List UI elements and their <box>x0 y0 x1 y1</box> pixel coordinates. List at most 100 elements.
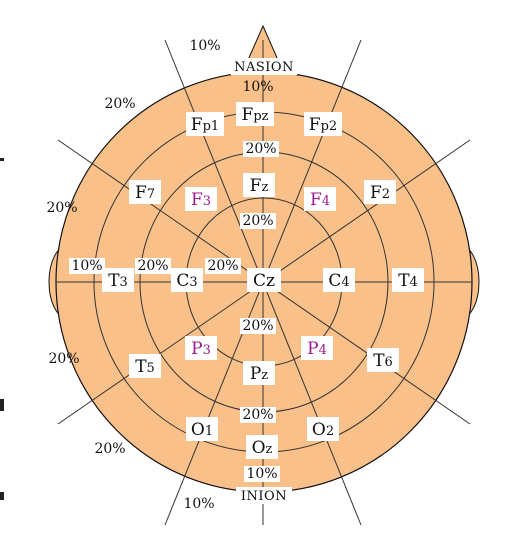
electrode-fp2: Fp2 <box>309 115 337 135</box>
pct-pz-oz-20-box <box>240 407 276 423</box>
electrode-t6-box <box>367 348 399 372</box>
electrode-p4-letter: P <box>307 339 318 359</box>
electrode-o2-index: 2 <box>326 424 334 439</box>
pct-pz-oz-20: 20% <box>242 407 273 423</box>
electrode-f7: F7 <box>135 183 155 203</box>
electrode-p3-index: 3 <box>203 343 211 358</box>
electrode-pz-index: z <box>261 368 268 383</box>
electrode-o1-index: 1 <box>205 424 213 439</box>
pct-fz-cz-20: 20% <box>242 213 273 229</box>
electrode-oz-letter: O <box>252 438 266 458</box>
pct-fpz-fz-20-box <box>243 141 279 157</box>
pct-cz-pz-20: 20% <box>242 318 273 334</box>
pct-t3-10-box <box>69 258 105 274</box>
electrode-p4: P4 <box>307 339 327 359</box>
electrode-fp1: Fp1 <box>191 115 219 135</box>
electrode-fz-box <box>243 173 275 197</box>
electrode-f3-letter: F <box>191 190 203 210</box>
pct-t3-10: 10% <box>71 258 102 274</box>
electrode-p4-box <box>301 336 333 360</box>
electrode-f4-letter: F <box>310 190 322 210</box>
electrode-p4-index: 4 <box>319 343 327 358</box>
electrode-f4: F4 <box>310 190 330 210</box>
electrode-c3-index: 3 <box>189 275 197 290</box>
pct-t3-c3-20: 20% <box>137 258 168 274</box>
pct-lower-left-20: 20% <box>48 351 79 367</box>
pct-top-left-10: 10% <box>189 38 220 54</box>
electrode-f3: F3 <box>191 190 211 210</box>
pct-fz-cz-20-box <box>240 213 276 229</box>
electrode-f4-box <box>304 187 336 211</box>
electrode-fp2-box <box>304 112 342 136</box>
electrode-t4-box <box>392 268 424 292</box>
electrode-c3: C3 <box>176 271 197 291</box>
electrode-fp2-letter: F <box>309 115 321 135</box>
electrode-fp1-box <box>186 112 224 136</box>
inion-label-box <box>236 487 292 504</box>
electrode-f8: F2 <box>370 183 390 203</box>
electrode-c4: C4 <box>328 271 349 291</box>
electrode-fpz-box <box>236 102 274 126</box>
electrode-f7-box <box>129 180 161 204</box>
electrode-c4-letter: C <box>328 271 341 291</box>
pct-t3-c3-20-box <box>135 258 171 274</box>
electrode-t4-letter: T <box>398 271 410 291</box>
electrode-t3-box <box>102 268 134 292</box>
pct-c3-cz-20: 20% <box>207 258 238 274</box>
electrode-t4-index: 4 <box>410 275 418 290</box>
electrode-f3-index: 3 <box>203 194 211 209</box>
electrode-t5-box <box>129 354 161 378</box>
edge-artifact-1 <box>0 158 4 161</box>
electrode-p3-letter: P <box>191 339 202 359</box>
electrode-fp1-index: p1 <box>203 119 220 134</box>
electrode-pz-letter: P <box>250 364 261 384</box>
electrode-o2-box <box>307 417 339 441</box>
pct-inion-10-box <box>244 466 280 482</box>
electrode-t6-letter: T <box>373 351 385 371</box>
edge-artifact-3 <box>0 492 4 500</box>
electrode-fz-letter: F <box>250 176 262 196</box>
electrode-t5: T5 <box>135 357 155 377</box>
pct-inion-10: 10% <box>246 466 277 482</box>
electrode-cz-box <box>247 268 281 292</box>
pct-bottom-left-10: 10% <box>183 496 214 512</box>
electrode-c3-letter: C <box>176 271 189 291</box>
electrode-cz: Cz <box>253 271 275 291</box>
electrode-t3: T3 <box>108 271 128 291</box>
pct-fpz-fz-20: 20% <box>245 141 276 157</box>
electrode-fz-index: z <box>261 180 268 195</box>
electrode-oz: Oz <box>252 438 273 458</box>
nasion-label: NASION <box>234 60 294 75</box>
electrode-t6: T6 <box>373 351 393 371</box>
pct-c3-cz-20-box <box>205 258 241 274</box>
electrode-c4-index: 4 <box>341 275 349 290</box>
electrode-t5-letter: T <box>135 357 147 377</box>
pct-nasion-10: 10% <box>242 79 273 95</box>
electrode-f8-letter: F <box>370 183 382 203</box>
electrode-p3-box <box>185 336 217 360</box>
electrode-o1: O1 <box>191 420 213 440</box>
electrode-oz-index: z <box>266 442 273 457</box>
electrode-o1-box <box>186 417 218 441</box>
electrode-f4-index: 4 <box>322 194 330 209</box>
electrode-o1-letter: O <box>191 420 205 440</box>
electrode-o2: O2 <box>312 420 334 440</box>
inion-label: INION <box>241 489 287 504</box>
electrode-t5-index: 5 <box>147 361 155 376</box>
electrode-t6-index: 6 <box>385 355 393 370</box>
electrode-fz: Fz <box>250 176 269 196</box>
electrode-pz-box <box>243 361 275 385</box>
electrode-t4: T4 <box>398 271 418 291</box>
electrode-f8-index: 2 <box>382 187 390 202</box>
pct-upper-left-20: 20% <box>104 96 135 112</box>
electrode-c4-box <box>323 268 355 292</box>
electrode-o2-letter: O <box>312 420 326 440</box>
electrode-f7-letter: F <box>135 183 147 203</box>
electrode-fpz-index: pz <box>253 109 268 124</box>
electrode-f7-index: 7 <box>147 187 155 202</box>
electrode-c3-box <box>171 268 203 292</box>
electrode-pz: Pz <box>250 364 268 384</box>
pct-cz-pz-20-box <box>240 318 276 334</box>
